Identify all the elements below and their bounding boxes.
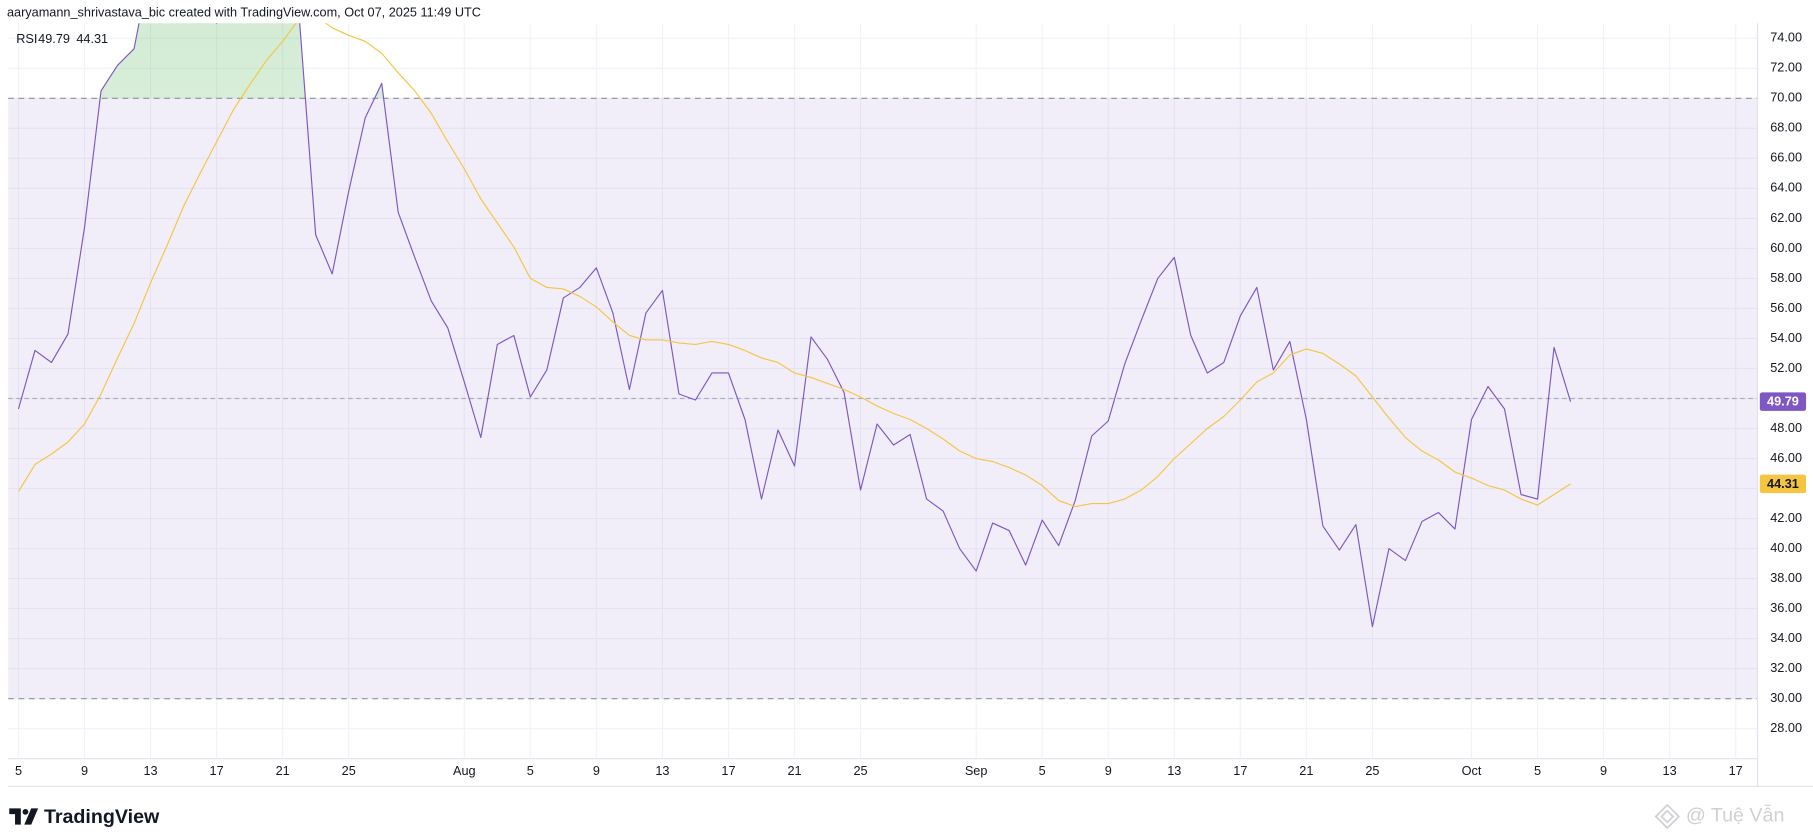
y-tick-label: 56.00 bbox=[1770, 300, 1802, 315]
x-tick-label: Aug bbox=[453, 763, 476, 778]
last-value-box bbox=[1759, 474, 1807, 494]
x-tick-label: 13 bbox=[143, 763, 157, 778]
logo-icon bbox=[24, 808, 39, 825]
y-tick-label: 36.00 bbox=[1770, 600, 1802, 615]
y-tick-label: 68.00 bbox=[1770, 120, 1802, 135]
x-tick-label: 5 bbox=[15, 763, 22, 778]
y-tick-label: 72.00 bbox=[1770, 60, 1802, 75]
x-tick-label: 25 bbox=[853, 763, 867, 778]
y-tick-label: 54.00 bbox=[1770, 330, 1802, 345]
footer-logo: TradingView bbox=[9, 806, 160, 828]
series-line bbox=[17, 23, 1572, 628]
x-tick-label: 5 bbox=[1534, 763, 1541, 778]
x-tick-label: 13 bbox=[655, 763, 669, 778]
legend-name: RSI bbox=[16, 31, 37, 46]
watermark: @ Tuệ Vẫn bbox=[1654, 803, 1785, 830]
y-tick-label: 58.00 bbox=[1770, 270, 1802, 285]
x-tick-label: 13 bbox=[1663, 763, 1677, 778]
x-tick-label: 9 bbox=[593, 763, 600, 778]
line-layer bbox=[17, 23, 1572, 628]
x-tick-label: 9 bbox=[81, 763, 88, 778]
series-line bbox=[17, 23, 1571, 508]
last-value-label: 44.31 bbox=[1767, 476, 1799, 491]
last-value-label: 49.79 bbox=[1767, 394, 1799, 409]
y-tick-label: 34.00 bbox=[1770, 630, 1802, 645]
y-tick-label: 64.00 bbox=[1770, 180, 1802, 195]
y-tick-label: 38.00 bbox=[1770, 570, 1802, 585]
y-tick-label: 32.00 bbox=[1770, 660, 1802, 675]
band-layer bbox=[8, 97, 1758, 700]
x-tick-label: 25 bbox=[1365, 763, 1379, 778]
x-tick-label: 17 bbox=[1233, 763, 1247, 778]
x-tick-label: 21 bbox=[1299, 763, 1313, 778]
last-value-box bbox=[1759, 392, 1807, 411]
y-tick-label: 70.00 bbox=[1770, 90, 1802, 105]
x-tick-label: 25 bbox=[342, 763, 356, 778]
x-tick-label: Oct bbox=[1462, 763, 1482, 778]
y-tick-label: 46.00 bbox=[1770, 450, 1802, 465]
y-tick-label: 42.00 bbox=[1770, 510, 1802, 525]
watermark-icon bbox=[1654, 803, 1681, 830]
x-tick-label: 13 bbox=[1167, 763, 1181, 778]
y-tick-label: 30.00 bbox=[1770, 690, 1802, 705]
logo-icon bbox=[22, 808, 29, 815]
x-tick-label: Sep bbox=[965, 763, 988, 778]
y-tick-label: 52.00 bbox=[1770, 360, 1802, 375]
x-tick-label: 5 bbox=[1039, 763, 1046, 778]
x-tick-label: 5 bbox=[527, 763, 534, 778]
x-tick-label: 17 bbox=[1729, 763, 1743, 778]
y-tick-label: 60.00 bbox=[1770, 240, 1802, 255]
watermark-text: @ Tuệ Vẫn bbox=[1686, 804, 1785, 827]
header-text: aaryamann_shrivastava_bic created with T… bbox=[7, 4, 481, 19]
y-tick-label: 62.00 bbox=[1770, 210, 1802, 225]
x-tick-label: 21 bbox=[276, 763, 290, 778]
x-tick-label: 17 bbox=[721, 763, 735, 778]
x-tick-label: 21 bbox=[787, 763, 801, 778]
legend-value: 44.31 bbox=[76, 31, 108, 46]
y-tick-label: 66.00 bbox=[1770, 150, 1802, 165]
x-tick-label: 17 bbox=[210, 763, 224, 778]
legend-value: 49.79 bbox=[38, 31, 70, 46]
x-tick-label: 9 bbox=[1600, 763, 1607, 778]
overbought-group bbox=[100, 23, 384, 99]
logo-icon bbox=[9, 808, 21, 825]
axis-layer: 28.00 30.00 32.00 34.00 36.00 38.00 40.00 42.00… bbox=[15, 30, 1807, 778]
overbought-area bbox=[100, 23, 384, 99]
y-tick-label: 40.00 bbox=[1770, 540, 1802, 555]
logo-text: TradingView bbox=[44, 806, 160, 828]
x-tick-label: 9 bbox=[1105, 763, 1112, 778]
y-tick-label: 48.00 bbox=[1770, 420, 1802, 435]
y-tick-label: 74.00 bbox=[1770, 30, 1802, 45]
y-tick-label: 28.00 bbox=[1770, 720, 1802, 735]
